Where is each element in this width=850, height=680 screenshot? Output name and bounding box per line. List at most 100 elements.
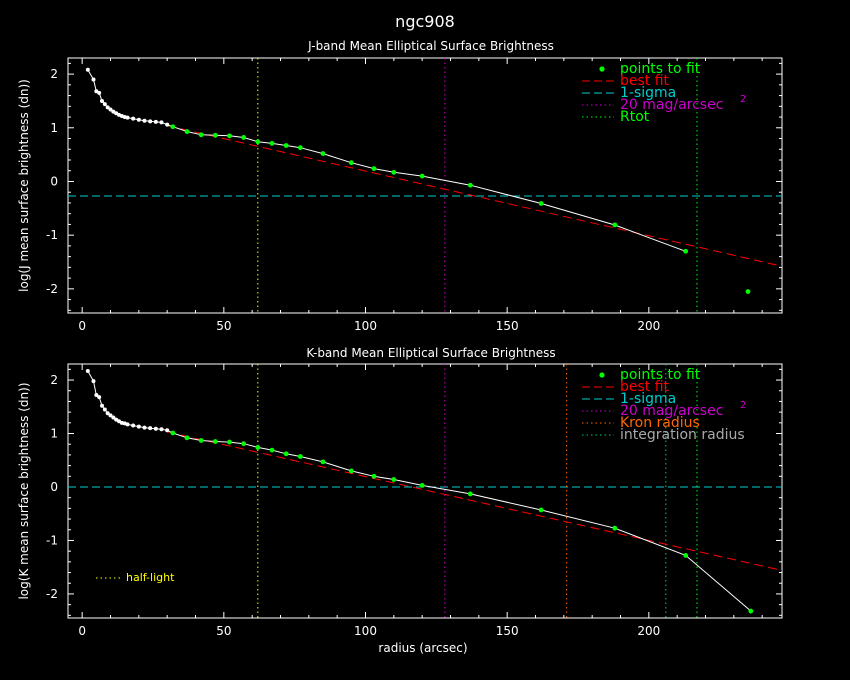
y-tick-label: 0 [50,174,58,188]
profile-point [131,116,136,121]
profile-point [136,424,141,429]
profile-point [148,426,153,431]
plot-area [68,58,782,313]
profile-point [108,107,113,112]
y-axis-label: log(K mean surface brightness (dn)) [17,382,31,599]
y-tick-label: 0 [50,480,58,494]
x-tick-label: 150 [496,319,519,333]
profile-point [94,393,99,398]
legend-label-kron: Kron radius [620,415,700,431]
plot-frame [67,363,783,619]
x-tick-label: 0 [78,624,86,638]
fit-point [297,145,303,151]
profile-point [97,90,102,95]
legend-label-points: points to fit [620,367,701,383]
fit-point [184,435,190,441]
panel-j-band: J-band Mean Elliptical Surface Brightnes… [17,39,783,333]
profile-point [125,422,130,427]
fit-point [255,445,261,450]
profile-point [165,122,170,127]
fit-point [184,129,190,134]
fit-point [467,182,473,188]
fit-point [683,553,689,558]
legend-label-sigma: 1-sigma [620,85,676,101]
profile-point [108,413,113,418]
best-fit-line [167,431,782,571]
profile-point [91,77,96,82]
legend-label-rtot: Rtot [620,109,650,125]
fit-point [241,135,247,140]
legend-marker-points [599,66,605,72]
page-title: ngc908 [395,12,455,31]
panel-title: K-band Mean Elliptical Surface Brightnes… [306,346,555,360]
legend-label-sigma: 1-sigma [620,391,676,407]
fit-point [748,608,754,614]
tick-group: 0 50 100 150 200 -2 -1 0 1 2 [46,364,782,638]
plot-area [68,364,782,618]
legend-label-best_fit: best fit [620,73,670,89]
y-tick-label: 2 [50,373,58,387]
profile-point [105,411,110,416]
fit-point [371,166,377,171]
fit-point [198,132,204,138]
y-tick-label: -1 [46,533,58,547]
x-tick-label: 200 [637,319,660,333]
profile-point [153,119,158,124]
profile-point [153,426,158,431]
plot-frame [67,57,783,314]
fit-point [371,473,377,479]
profile-point [91,379,96,384]
fit-point [198,438,204,443]
fit-point [538,507,544,513]
fit-point [538,201,544,206]
x-tick-label: 100 [354,624,377,638]
fit-point [348,160,354,166]
fit-point [419,482,425,488]
x-tick-label: 100 [354,319,377,333]
y-tick-label: -2 [46,587,58,601]
x-axis-label: radius (arcsec) [378,641,467,655]
fit-point [212,439,218,444]
fit-point [170,430,176,436]
profile-point [105,105,110,110]
y-tick-label: 1 [50,121,58,135]
profile-point [100,403,104,408]
fit-point [269,140,275,146]
fit-point [212,132,218,138]
legend-label-points: points to fit [620,61,701,77]
x-tick-label: 50 [216,624,231,638]
fit-point [612,525,618,531]
fit-point [255,139,261,145]
profile-point [102,102,107,107]
fit-point [283,451,289,457]
legend-label-mag-superscript: 2 [740,400,746,411]
fit-point [467,491,473,497]
fit-point [283,143,289,148]
x-tick-label: 150 [496,624,519,638]
profile-point [100,98,104,103]
legend-label-mag: 20 mag/arcsec [620,97,723,113]
legend-label-integration: integration radius [620,427,745,443]
tick-group: 0 50 100 150 200 -2 -1 0 1 2 [46,58,782,333]
fit-point [320,151,326,156]
fit-point [269,447,275,453]
x-tick-label: 0 [78,319,86,333]
panel-k-band: K-band Mean Elliptical Surface Brightnes… [17,346,783,655]
panel-title: J-band Mean Elliptical Surface Brightnes… [307,39,554,53]
y-tick-label: -2 [46,282,58,296]
profile-point [85,67,90,72]
profile-point [131,423,136,428]
y-axis-label: log(J mean surface brightness (dn)) [17,79,31,292]
fit-point [745,289,751,294]
x-tick-label: 200 [637,624,660,638]
legend-label-mag-superscript: 2 [740,94,746,105]
legend-label-best_fit: best fit [620,379,670,395]
fit-point [391,477,397,482]
y-tick-label: -1 [46,228,58,242]
fit-point [683,248,689,254]
profile-point [97,395,102,400]
